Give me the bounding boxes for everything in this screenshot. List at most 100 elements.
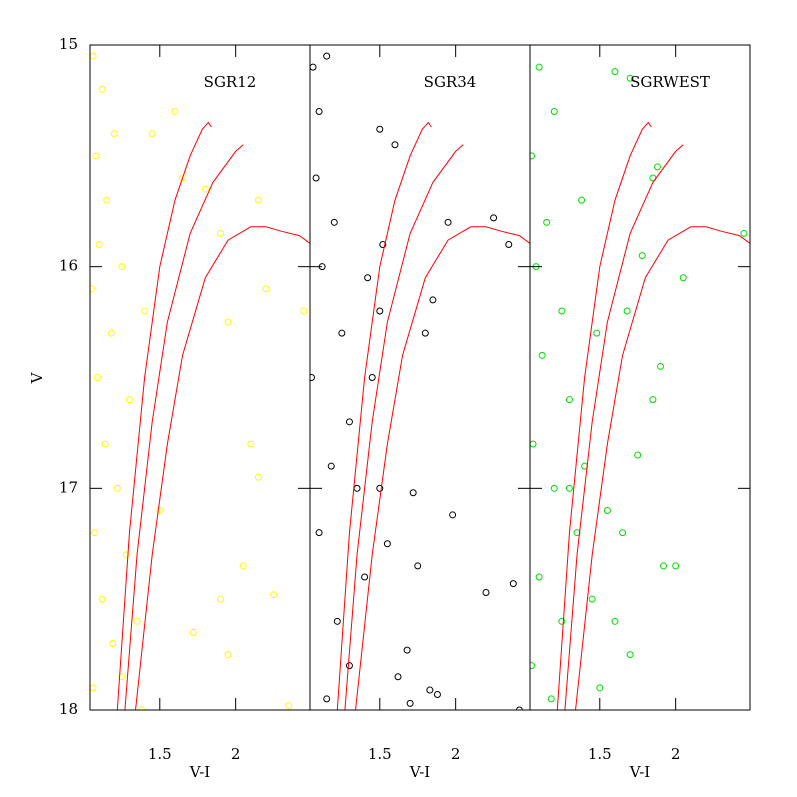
star-point [550,484,558,492]
star-point [565,396,573,404]
star-point [394,673,402,681]
star-point [109,640,117,647]
star-point [429,296,437,304]
star-point [433,690,441,698]
star-point [515,706,523,710]
star-point [254,473,262,481]
star-point [603,507,611,514]
star-point [133,617,141,625]
star-point [90,684,97,692]
star-point [409,489,417,497]
star-point [565,484,573,492]
star-point [538,351,546,359]
star-point [530,152,536,160]
star-point [101,440,109,448]
star-point [270,591,278,599]
star-point [323,695,331,703]
star-point [379,241,387,248]
isochrone [344,144,464,710]
star-point [649,396,657,404]
star-point [421,329,429,337]
star-point [107,329,115,337]
panel-frame [89,44,311,711]
star-point [345,418,353,426]
star-point [414,562,422,570]
star-point [535,573,543,581]
star-point [376,484,384,492]
x-axis-label: V-I [189,763,211,781]
star-point [449,511,457,519]
star-point [406,699,414,707]
x-axis-label: V-I [409,763,431,781]
star-point [201,185,209,193]
x-tick-label: 1.5 [148,745,172,763]
x-tick-label: 2 [451,745,461,763]
star-point [315,529,323,537]
star-point [535,63,543,71]
star-point [611,617,619,625]
star-point [361,573,369,581]
star-point [110,130,118,138]
star-point [376,307,384,315]
y-tick-label: 15 [59,35,78,53]
isochrone [564,144,684,710]
isochrone [575,226,750,710]
x-tick-label: 1.5 [368,745,392,763]
star-point [118,263,126,271]
star-point [509,580,517,588]
star-point [353,484,361,492]
star-point [634,451,642,459]
panel-frame [529,44,751,711]
star-point [323,52,331,60]
star-point [426,686,434,694]
star-point [98,595,106,603]
star-point [113,484,121,492]
star-point [596,684,604,692]
star-point [239,562,247,570]
star-point [310,374,316,381]
star-point [383,540,391,548]
star-point [619,529,627,537]
star-point [338,329,346,337]
star-point [626,74,634,82]
star-point [254,196,262,204]
star-point [656,362,664,370]
star-point [490,214,498,222]
star-point [312,174,320,182]
star-point [98,85,106,93]
star-point [672,562,680,570]
star-point [92,152,100,160]
star-point [315,108,323,115]
star-point [148,130,156,138]
star-point [638,252,646,260]
star-point [626,651,634,659]
star-point [368,374,376,381]
star-point [90,285,96,293]
star-point [327,462,335,470]
star-point [179,174,187,182]
x-tick-label: 1.5 [588,745,612,763]
panel [310,52,530,710]
star-point [505,241,513,248]
star-point [611,68,619,76]
star-point [310,63,317,71]
y-tick-label: 18 [59,700,78,718]
star-point [94,374,102,381]
star-point [216,595,224,603]
star-point [330,218,338,226]
star-point [90,52,97,60]
star-point [103,196,111,204]
star-point [224,651,232,659]
star-point [224,318,232,326]
isochrone [116,121,212,710]
y-tick-label: 16 [59,257,78,275]
isochrone [124,144,244,710]
star-point [660,562,668,570]
star-point [482,589,490,597]
star-point [141,307,149,315]
star-point [653,163,661,171]
star-point [156,507,164,514]
star-point [679,274,687,282]
star-point [95,241,103,248]
x-tick-label: 2 [671,745,681,763]
